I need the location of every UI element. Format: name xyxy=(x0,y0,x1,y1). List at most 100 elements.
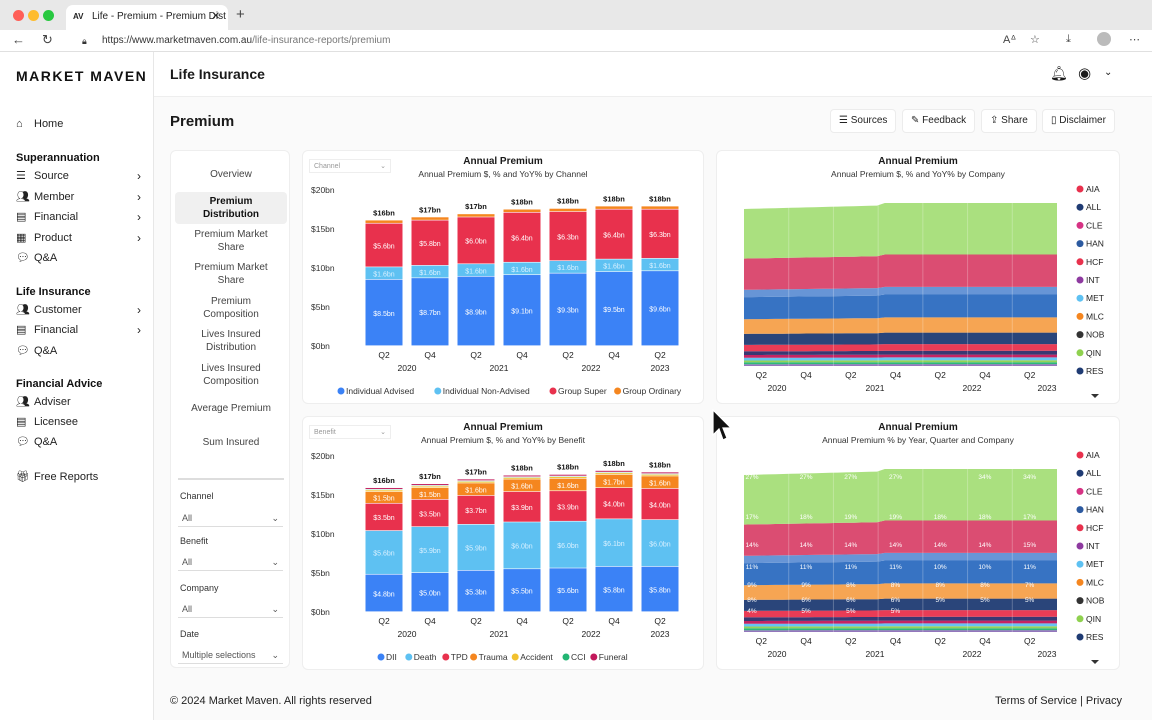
area-value-label: 27% xyxy=(800,474,813,481)
channel-chart-select[interactable]: Channel ⌄ xyxy=(309,159,391,173)
legend-swatch xyxy=(1076,524,1084,532)
bar-value-label: $4.0bn xyxy=(649,502,671,509)
bar-value-label: $9.6bn xyxy=(649,307,671,314)
benefit-chart-select[interactable]: Benefit ⌄ xyxy=(309,425,391,439)
user-icon[interactable]: ◉ xyxy=(1078,65,1092,82)
bar-total-label: $18bn xyxy=(557,197,579,206)
benefit-select[interactable]: All ⌄ xyxy=(178,553,283,571)
gift-icon: 🎁︎ xyxy=(16,471,30,483)
menu-item-lives-insured-composition[interactable]: Lives Insured Composition xyxy=(201,363,261,387)
logo[interactable]: MARKET MAVEN xyxy=(16,68,148,84)
bar-segment xyxy=(365,530,403,574)
share-button[interactable]: ⇪ Share xyxy=(981,109,1037,133)
sidebar-item-financial[interactable]: ▤ Financial › xyxy=(16,208,141,226)
area-value-label: 8% xyxy=(846,582,856,589)
sidebar-item-qa[interactable]: 💬︎ Q&A xyxy=(16,249,141,267)
browser-tab[interactable]: AV Life - Premium - Premium Dist ✕ xyxy=(66,5,228,30)
bar-value-label: $4.8bn xyxy=(373,591,395,598)
quarter-divider xyxy=(922,203,924,366)
legend-label: RES xyxy=(1086,366,1104,376)
footer-links[interactable]: Terms of Service | Privacy xyxy=(995,695,1122,707)
x-tick-label: Q2 xyxy=(845,370,857,380)
chevron-down-icon[interactable]: ⌄ xyxy=(1104,67,1113,78)
legend-label: ALL xyxy=(1086,468,1101,478)
x-tick-label: Q2 xyxy=(562,616,574,626)
reload-icon[interactable]: ↻ xyxy=(42,32,53,47)
menu-item-premium-composition[interactable]: Premium Composition xyxy=(203,296,259,320)
quarter-divider xyxy=(788,203,790,366)
menu-item-sum-insured[interactable]: Sum Insured xyxy=(202,437,260,448)
quarter-divider xyxy=(1011,203,1013,366)
bar-segment xyxy=(365,220,403,223)
bar-value-label: $1.7bn xyxy=(603,479,625,486)
sidebar-item-financial-life[interactable]: ▤ Financial › xyxy=(16,321,141,339)
download-icon[interactable]: ⤓ xyxy=(1066,33,1071,45)
area-value-label: 10% xyxy=(978,564,991,571)
bar-segment xyxy=(457,495,495,525)
new-tab-icon[interactable]: + xyxy=(236,6,245,23)
bell-icon[interactable]: 🔔︎ xyxy=(1050,65,1068,81)
section-superannuation: Superannuation xyxy=(16,152,100,164)
y-tick-label: $20bn xyxy=(311,451,335,461)
date-select[interactable]: Multiple selections ⌄ xyxy=(178,646,283,664)
menu-item-premium-market-share-1[interactable]: Premium Market Share xyxy=(194,229,268,253)
bar-total-label: $18bn xyxy=(649,460,671,469)
sidebar-item-licensee[interactable]: ▤ Licensee xyxy=(16,413,141,431)
area-value-label: 34% xyxy=(1023,474,1036,481)
area-value-label: 9% xyxy=(801,582,811,589)
area-value-label: 10% xyxy=(934,564,947,571)
back-icon[interactable]: ← xyxy=(12,32,25,47)
sidebar-item-home[interactable]: ⌂ Home xyxy=(16,115,141,133)
sidebar-item-customer[interactable]: 👥︎ Customer › xyxy=(16,301,141,319)
close-tab-icon[interactable]: ✕ xyxy=(211,11,220,22)
sidebar-item-member[interactable]: 👥︎ Member › xyxy=(16,188,141,206)
sources-button[interactable]: ☰ Sources xyxy=(830,109,897,133)
x-tick-label: Q2 xyxy=(654,616,666,626)
sidebar-item-label: Q&A xyxy=(34,345,58,357)
menu-item-lives-insured-distribution[interactable]: Lives Insured Distribution xyxy=(201,329,261,353)
area-value-label: 15% xyxy=(1023,542,1036,549)
sidebar-item-qa-advice[interactable]: 💬︎ Q&A xyxy=(16,433,141,451)
close-window-button[interactable] xyxy=(13,10,24,21)
legend-label: HCF xyxy=(1086,257,1103,267)
filter-label-channel: Channel xyxy=(180,491,214,501)
area-band xyxy=(744,626,1057,629)
sidebar-item-product[interactable]: ▦ Product › xyxy=(16,229,141,247)
legend-label: INT xyxy=(1086,541,1100,551)
bar-value-label: $6.3bn xyxy=(557,234,579,241)
sidebar-item-adviser[interactable]: 👥︎ Adviser xyxy=(16,393,141,411)
url-domain: https://www.marketmaven.com.au xyxy=(102,35,253,46)
minimize-window-button[interactable] xyxy=(28,10,39,21)
bar-segment xyxy=(411,217,449,220)
sidebar-item-qa-life[interactable]: 💬︎ Q&A xyxy=(16,342,141,360)
bar-segment xyxy=(503,212,541,262)
company-select[interactable]: All ⌄ xyxy=(178,600,283,618)
favorite-star-icon[interactable]: ☆ xyxy=(1030,34,1040,46)
bar-value-label: $9.5bn xyxy=(603,307,625,314)
area-value-label: 4% xyxy=(747,608,757,615)
sidebar-item-label: Financial xyxy=(34,324,79,336)
x-tick-label: Q2 xyxy=(845,636,857,646)
bar-segment xyxy=(457,570,495,612)
bar-total-label: $17bn xyxy=(419,205,441,214)
legend-swatch xyxy=(1076,451,1084,459)
sidebar-item-source[interactable]: ☰ Source › xyxy=(16,167,141,185)
more-menu-icon[interactable]: ⋯ xyxy=(1129,34,1140,46)
menu-item-premium-market-share-2[interactable]: Premium Market Share xyxy=(194,262,268,286)
maximize-window-button[interactable] xyxy=(43,10,54,21)
feedback-button[interactable]: ✎ Feedback xyxy=(902,109,976,133)
chart-premium-by-company: Annual Premium Annual Premium $, % and Y… xyxy=(716,150,1120,404)
disclaimer-button[interactable]: ▯ Disclaimer xyxy=(1042,109,1115,133)
bar-value-label: $1.6bn xyxy=(557,483,579,490)
menu-item-premium-distribution[interactable]: Premium Distribution xyxy=(175,192,287,224)
profile-avatar-icon[interactable] xyxy=(1097,32,1111,46)
x-tick-label: Q4 xyxy=(800,636,812,646)
sidebar-item-free-reports[interactable]: 🎁︎ Free Reports xyxy=(16,468,141,486)
menu-item-average-premium[interactable]: Average Premium xyxy=(191,403,271,414)
read-aloud-icon[interactable]: Aᐞ xyxy=(1003,34,1017,46)
channel-select[interactable]: All ⌄ xyxy=(178,509,283,527)
legend-label: CLE xyxy=(1086,486,1103,496)
menu-item-overview[interactable]: Overview xyxy=(210,169,252,180)
url-field[interactable]: 🔒︎ https://www.marketmaven.com.au/life-i… xyxy=(70,32,970,50)
sidebar-item-label: Customer xyxy=(34,304,82,316)
